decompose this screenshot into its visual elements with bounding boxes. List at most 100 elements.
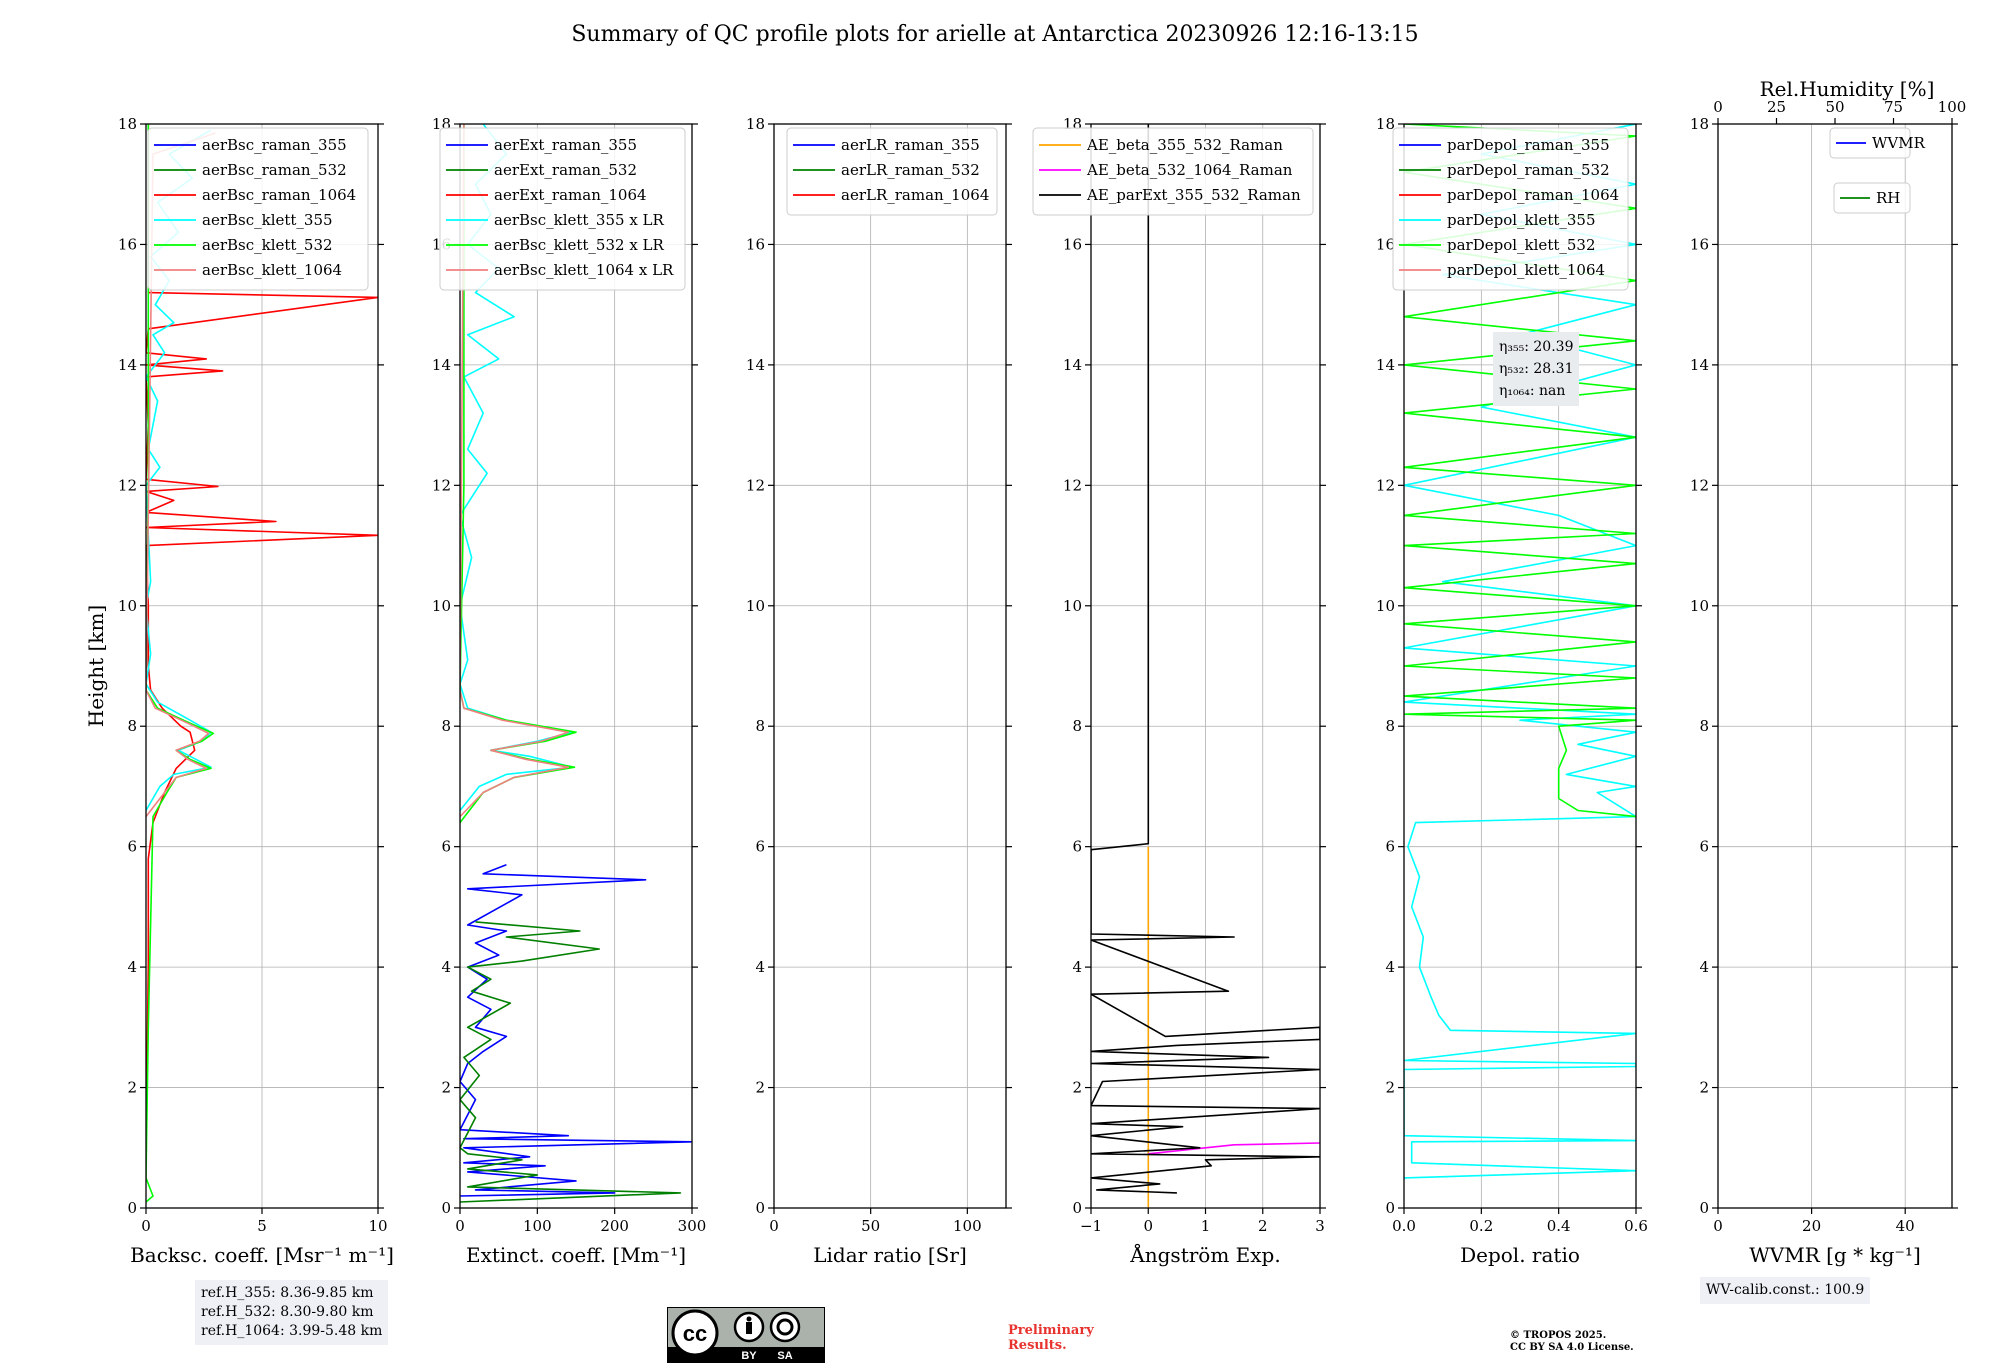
series-line-pardepol-klett-532 (1404, 124, 1636, 818)
ytick-label: 14 (1063, 356, 1082, 374)
x-axis-label: Lidar ratio [Sr] (813, 1243, 967, 1267)
ytick-label: 14 (1376, 356, 1395, 374)
cc-by-sa-badge: cc BY SA (667, 1307, 825, 1367)
ytick-label: 8 (755, 717, 765, 735)
axes-frame (773, 123, 1007, 1209)
legend-entry: aerBsc_klett_355 (202, 211, 333, 229)
ytick-label: 2 (1699, 1079, 1709, 1097)
legend-entry: parDepol_raman_532 (1447, 161, 1610, 179)
preliminary-line-2: Results. (1008, 1338, 1067, 1353)
series-line-aerext-raman-532 (460, 921, 682, 1203)
ytick-label: 2 (127, 1079, 137, 1097)
xtick-label: 0.2 (1469, 1217, 1493, 1235)
ytick-label: 8 (127, 717, 137, 735)
ytick-label: 16 (1376, 235, 1395, 253)
legend-frame (1829, 127, 1911, 159)
xtick-label: 0 (1143, 1217, 1153, 1235)
legend-entry: parDepol_raman_355 (1447, 136, 1610, 154)
legend-entry: aerBsc_klett_355 x LR (494, 211, 665, 229)
xtick-label: 200 (600, 1217, 629, 1235)
series-layer (1404, 124, 1636, 1179)
x2tick-label: 100 (1938, 98, 1967, 116)
ytick-label: 10 (118, 597, 137, 615)
reference-height-box: ref.H_355: 8.36-9.85 km ref.H_532: 8.30-… (195, 1280, 389, 1345)
series-layer (1091, 124, 1320, 1208)
legend-entry: AE_beta_532_1064_Raman (1086, 161, 1293, 179)
ytick-label: 0 (1699, 1199, 1709, 1217)
ytick-label: 10 (1690, 597, 1709, 615)
chart-panel-1: 0 2 4 6 8 10 12 14 16 18 0 5 10 Backsc. coeff. [Msr⁻¹… (118, 115, 394, 1267)
xtick-label: 0 (141, 1217, 151, 1235)
eta-355: η₃₅₅: 20.39 (1499, 339, 1574, 355)
chart-panel-2: 0246810121416180100200300Extinct. coeff.… (432, 115, 706, 1267)
xtick-label: 300 (678, 1217, 707, 1235)
series-line-aerbsc-klett-1064 (146, 132, 216, 818)
ytick-label: 14 (432, 356, 451, 374)
ytick-label: 16 (1063, 235, 1082, 253)
sa-label: SA (777, 1350, 792, 1362)
ytick-label: 18 (118, 115, 137, 133)
ytick-label: 0 (127, 1199, 137, 1217)
ref-height-1064: ref.H_1064: 3.99-5.48 km (201, 1323, 383, 1339)
legend-entry: parDepol_klett_1064 (1447, 261, 1605, 279)
by-label: BY (741, 1350, 757, 1362)
legend-entry: aerBsc_raman_1064 (202, 186, 356, 204)
xtick-label: 0 (455, 1217, 465, 1235)
ytick-label: 18 (1690, 115, 1709, 133)
xtick-label: 3 (1315, 1217, 1325, 1235)
figure-title: Summary of QC profile plots for arielle … (571, 22, 1419, 47)
ytick-label: 14 (746, 356, 765, 374)
cc-label: cc (683, 1321, 707, 1346)
legend-box: parDepol_raman_355 parDepol_raman_532 parD… (1392, 127, 1629, 291)
legend-entry: AE_parExt_355_532_Raman (1086, 186, 1301, 204)
ytick-label: 8 (441, 717, 451, 735)
xtick-label: 2 (1258, 1217, 1268, 1235)
copyright-line-1: © TROPOS 2025. (1510, 1330, 1607, 1341)
xtick-label: 0 (1713, 1217, 1723, 1235)
axes-frame (1403, 123, 1637, 1209)
legend-entry: aerBsc_klett_532 x LR (494, 236, 665, 254)
ytick-label: 4 (127, 958, 137, 976)
xtick-label: 1 (1201, 1217, 1211, 1235)
ytick-label: 8 (1699, 717, 1709, 735)
x-axis-label: WVMR [g * kg⁻¹] (1749, 1243, 1921, 1267)
series-layer (460, 124, 692, 1203)
ytick-label: 6 (1699, 838, 1709, 856)
copyright-note: © TROPOS 2025. CC BY SA 4.0 License. (1510, 1330, 1634, 1354)
legend-entry: aerLR_raman_355 (841, 136, 980, 154)
legend-entry: aerBsc_klett_1064 x LR (494, 261, 674, 279)
xtick-label: 40 (1896, 1217, 1915, 1235)
eta-box: η₃₅₅: 20.39 η₅₃₂: 28.31 η₁₀₆₄: nan (1493, 332, 1580, 406)
legend-box: RH (1833, 182, 1911, 214)
legend-entry: aerLR_raman_1064 (841, 186, 989, 204)
ytick-label: 6 (441, 838, 451, 856)
legend-frame (1833, 182, 1911, 214)
legend-entry: aerBsc_klett_532 (202, 236, 333, 254)
xtick-label: 0.0 (1392, 1217, 1416, 1235)
xtick-label: 100 (953, 1217, 982, 1235)
ytick-label: 12 (1376, 476, 1395, 494)
preliminary-line-1: Preliminary (1008, 1323, 1094, 1338)
ytick-label: 12 (1690, 476, 1709, 494)
series-line-aerext-raman-355 (460, 863, 692, 1197)
ytick-label: 10 (1063, 597, 1082, 615)
ytick-label: 10 (432, 597, 451, 615)
ytick-label: 18 (1376, 115, 1395, 133)
legend-frame (1032, 127, 1314, 216)
ytick-label: 2 (1072, 1079, 1082, 1097)
ytick-label: 0 (1072, 1199, 1082, 1217)
ytick-label: 16 (746, 235, 765, 253)
x2tick-label: 75 (1884, 98, 1903, 116)
ytick-label: 4 (441, 958, 451, 976)
xtick-label: 0.6 (1624, 1217, 1648, 1235)
legend-entry: aerBsc_klett_1064 (202, 261, 342, 279)
series-line-pardepol-klett-355 (1404, 124, 1636, 1179)
chart-panel-5: 0 2 4 6 8 10 12 14 16 18 0.0 0.2 0.4 0.6 Depol. ratio p… (1376, 115, 1648, 1267)
x2-axis-label: Rel.Humidity [%] (1760, 77, 1935, 101)
axes-frame (1717, 123, 1953, 1209)
ytick-label: 0 (1385, 1199, 1395, 1217)
ytick-label: 6 (127, 838, 137, 856)
ytick-label: 6 (1072, 838, 1082, 856)
